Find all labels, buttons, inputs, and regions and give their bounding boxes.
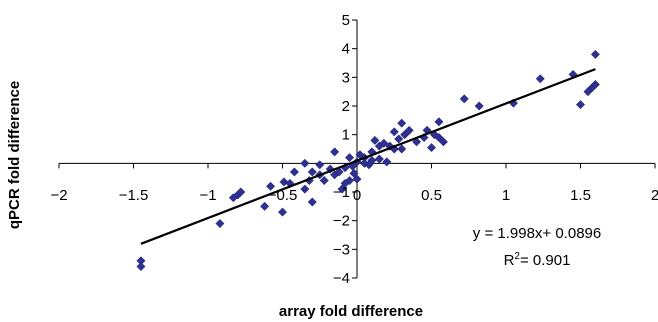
data-point (394, 134, 404, 144)
y-tick-label: 2 (342, 98, 350, 115)
data-point (334, 167, 344, 177)
data-point (535, 74, 545, 84)
data-point (307, 167, 317, 177)
data-point (438, 137, 448, 147)
y-tick-label: −3 (333, 241, 350, 258)
data-point (136, 261, 146, 272)
x-tick-label: 1.5 (570, 187, 591, 204)
tick-labels: −2 −1.5 −1 −0.5 0 0.5 1 1.5 2 −4 −3 −2 −1 1 2 3 4 5 (50, 12, 658, 287)
data-point (370, 135, 380, 145)
data-point (319, 175, 329, 186)
data-point (215, 218, 225, 229)
data-point (400, 130, 410, 140)
y-tick-label: 1 (342, 127, 350, 144)
data-point (385, 141, 395, 151)
x-tick-label: 0.5 (421, 187, 442, 204)
data-point (434, 132, 444, 143)
data-point (389, 127, 399, 137)
x-tick-label: −1 (199, 187, 216, 204)
data-point (367, 155, 377, 166)
r-squared-label: R2= 0.901 (504, 251, 571, 269)
data-point (583, 87, 593, 97)
y-axis-title: qPCR fold difference (6, 81, 23, 229)
data-point (344, 175, 355, 186)
x-axis-title: array fold difference (279, 303, 423, 320)
x-tick-label: 2 (651, 187, 658, 204)
data-point (404, 125, 414, 135)
data-point (352, 174, 362, 184)
y-tick-label: 5 (342, 12, 350, 29)
data-point (266, 181, 276, 191)
data-point (260, 201, 270, 211)
data-point (590, 79, 600, 90)
data-point (590, 49, 600, 59)
data-point (300, 184, 310, 194)
data-point (397, 144, 407, 154)
data-point (575, 100, 586, 110)
data-point (459, 94, 469, 104)
x-tick-label: 0 (353, 187, 361, 204)
x-tick-label: −0.5 (268, 187, 298, 204)
data-point (307, 197, 317, 207)
data-point (434, 117, 444, 127)
data-point (426, 143, 437, 153)
y-tick-label: −2 (333, 213, 350, 230)
r-squared-value: = 0.901 (520, 252, 570, 269)
x-tick-label: 1 (502, 187, 510, 204)
data-point (277, 207, 288, 217)
trendline-equation: y = 1.998x+ 0.0896 (473, 225, 601, 242)
data-point (397, 118, 407, 128)
trendline-group (140, 68, 596, 245)
data-point (344, 153, 355, 163)
y-tick-label: −1 (333, 184, 350, 201)
r-squared-superscript: 2 (514, 251, 520, 262)
data-point (374, 154, 384, 164)
data-point (228, 193, 238, 203)
data-point (330, 147, 340, 157)
data-point (236, 187, 246, 197)
data-point (300, 158, 310, 168)
r-squared-prefix: R (504, 252, 515, 269)
data-point (289, 167, 299, 177)
x-tick-label: −2 (50, 187, 67, 204)
data-points (136, 49, 600, 272)
y-tick-label: 4 (342, 41, 350, 58)
data-point (379, 138, 389, 148)
data-point (382, 157, 392, 167)
y-tick-label: 3 (342, 69, 350, 86)
data-point (474, 101, 484, 111)
x-tick-label: −1.5 (119, 187, 149, 204)
data-point (315, 160, 325, 170)
y-tick-label: −4 (333, 270, 350, 287)
trendline (140, 68, 596, 245)
